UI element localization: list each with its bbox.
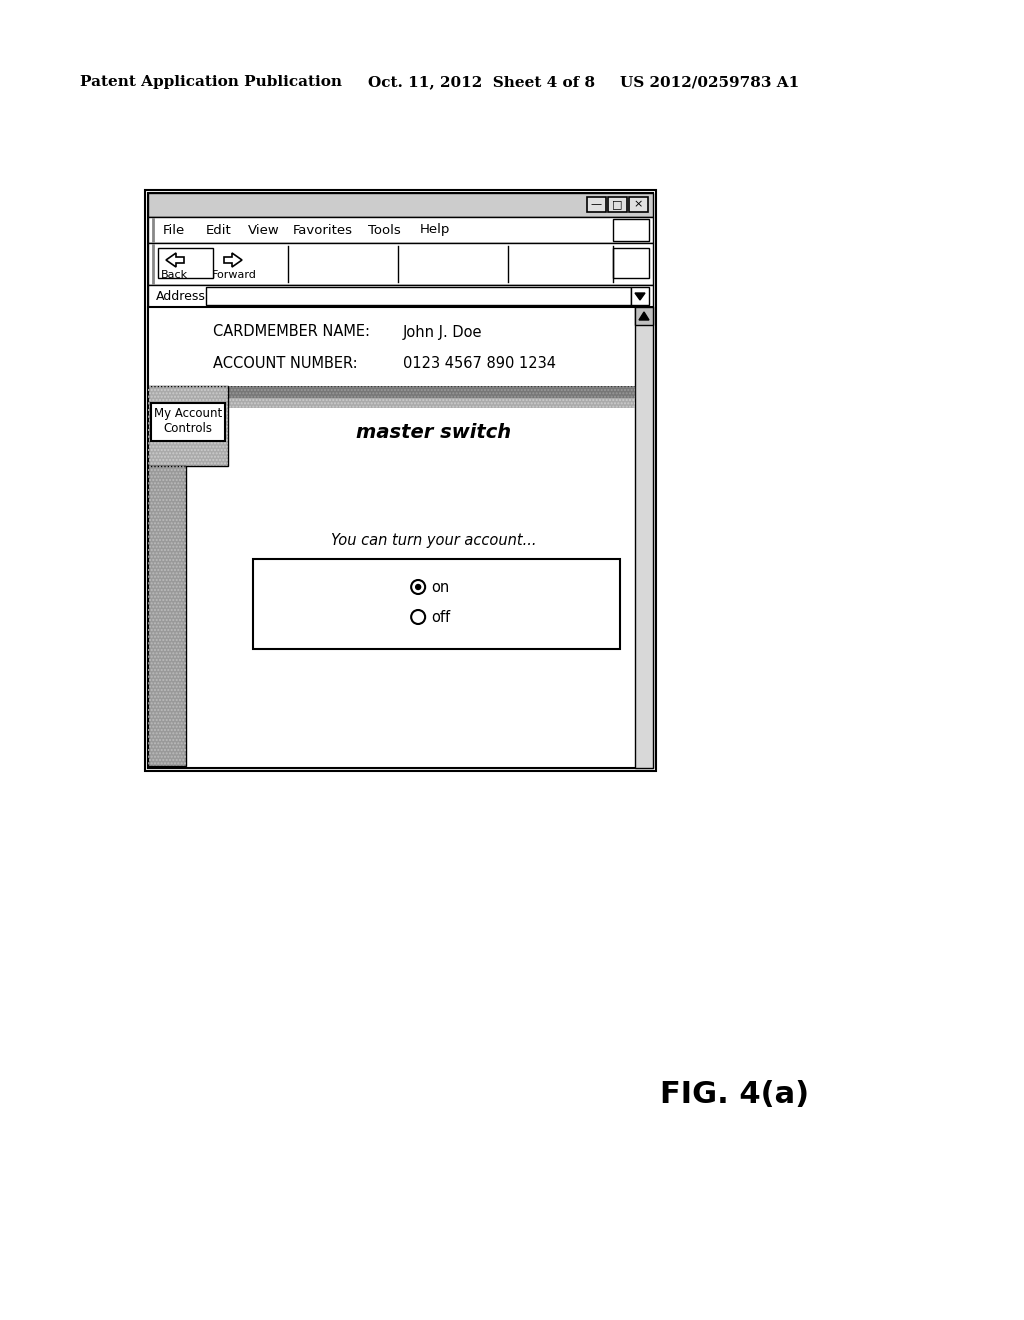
Text: Edit: Edit [206, 223, 231, 236]
Text: □: □ [612, 199, 623, 210]
Bar [631, 286, 649, 305]
Bar [148, 466, 186, 766]
Bar [148, 385, 228, 466]
Text: My Account: My Account [154, 408, 222, 421]
Text: Address: Address [156, 289, 206, 302]
Text: View: View [248, 223, 280, 236]
Bar [151, 403, 225, 441]
Bar [158, 248, 213, 279]
Bar [587, 197, 606, 213]
Text: —: — [591, 199, 602, 210]
Text: FIG. 4(a): FIG. 4(a) [660, 1080, 809, 1109]
Bar [613, 219, 649, 242]
Bar [148, 385, 635, 399]
Bar [635, 308, 653, 768]
Text: Favorites: Favorites [293, 223, 353, 236]
Text: ACCOUNT NUMBER:: ACCOUNT NUMBER: [213, 356, 357, 371]
Polygon shape [639, 312, 649, 319]
Bar [148, 193, 653, 216]
Text: off: off [431, 610, 451, 624]
Bar [613, 248, 649, 279]
Bar [216, 248, 281, 279]
Bar [148, 243, 653, 285]
Bar [629, 197, 648, 213]
Text: Oct. 11, 2012  Sheet 4 of 8: Oct. 11, 2012 Sheet 4 of 8 [368, 75, 595, 88]
Polygon shape [635, 293, 645, 300]
Text: 0123 4567 890 1234: 0123 4567 890 1234 [403, 356, 556, 371]
Text: CARDMEMBER NAME:: CARDMEMBER NAME: [213, 325, 370, 339]
Bar [148, 399, 635, 408]
Text: on: on [431, 579, 450, 594]
Text: John J. Doe: John J. Doe [403, 325, 482, 339]
Bar [148, 385, 635, 399]
Bar [635, 308, 653, 325]
Text: Forward: Forward [212, 271, 256, 280]
Text: US 2012/0259783 A1: US 2012/0259783 A1 [620, 75, 800, 88]
Text: Back: Back [161, 271, 187, 280]
Text: Help: Help [420, 223, 451, 236]
Bar [253, 558, 620, 649]
Bar [148, 193, 653, 768]
Polygon shape [166, 253, 184, 267]
Text: Patent Application Publication: Patent Application Publication [80, 75, 342, 88]
Bar [148, 399, 635, 408]
Text: Tools: Tools [368, 223, 400, 236]
Text: You can turn your account...: You can turn your account... [331, 533, 537, 549]
Polygon shape [224, 253, 242, 267]
Bar [145, 190, 656, 771]
Text: master switch: master switch [356, 422, 512, 441]
Bar [608, 197, 627, 213]
Bar [148, 216, 653, 243]
Bar [148, 308, 653, 768]
Bar [148, 466, 186, 766]
Bar [148, 385, 228, 466]
Bar [206, 286, 631, 305]
Circle shape [416, 585, 421, 590]
Bar [148, 285, 653, 308]
Text: File: File [163, 223, 185, 236]
Text: ×: × [634, 199, 643, 210]
Text: Controls: Controls [164, 422, 213, 436]
